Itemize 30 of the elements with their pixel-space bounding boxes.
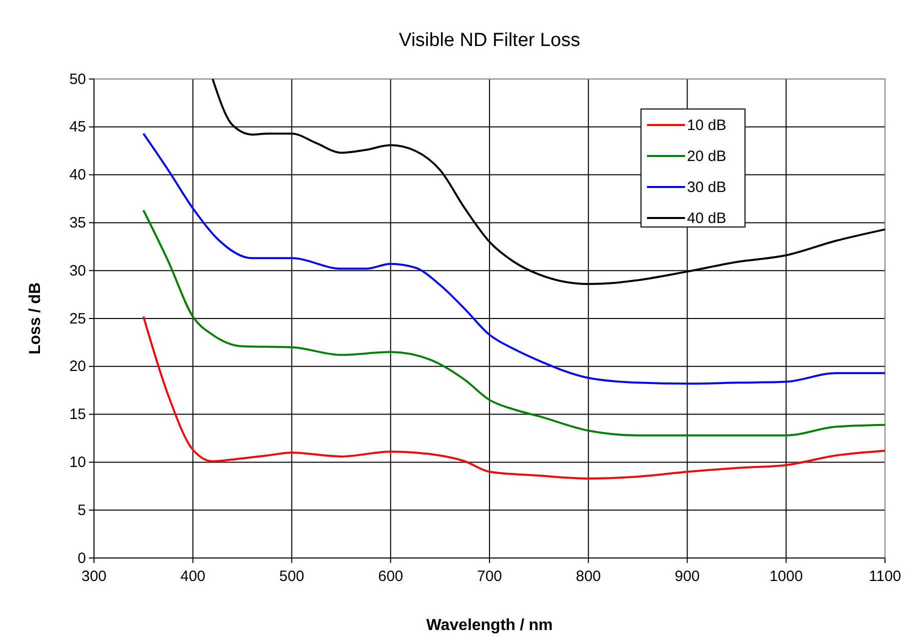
x-tick-label: 1100 <box>868 568 902 585</box>
line-series <box>142 132 886 385</box>
y-tick-label: 20 <box>69 358 86 376</box>
y-tick-label: 50 <box>69 70 86 88</box>
x-tick-label: 700 <box>476 568 502 585</box>
x-tick-label: 600 <box>378 568 404 585</box>
y-tick-label: 5 <box>78 502 86 519</box>
y-tick-label: 25 <box>69 310 86 328</box>
y-tick-label: 40 <box>69 166 86 184</box>
x-axis-title: Wavelength / nm <box>426 617 553 634</box>
legend-label: 40 dB <box>687 210 726 227</box>
y-axis-title: Loss / dB <box>27 282 44 355</box>
y-tick-label: 30 <box>69 262 86 280</box>
y-tick-label: 35 <box>69 214 86 232</box>
y-tick-label: 0 <box>78 550 86 567</box>
x-tick-label: 1000 <box>769 568 803 585</box>
legend-label: 30 dB <box>687 179 726 196</box>
y-tick-label: 10 <box>69 454 86 471</box>
x-tick-label: 900 <box>674 568 700 585</box>
chart-title: Visible ND Filter Loss <box>398 30 580 51</box>
y-tick-label: 45 <box>69 118 86 136</box>
x-tick-label: 400 <box>180 568 206 585</box>
x-tick-label: 300 <box>81 568 107 585</box>
legend-label: 20 dB <box>687 148 726 165</box>
x-tick-label: 500 <box>279 568 304 585</box>
line-series <box>142 209 886 436</box>
legend-label: 10 dB <box>687 117 726 134</box>
x-tick-label: 800 <box>576 568 601 585</box>
y-tick-label: 15 <box>69 406 86 424</box>
line-series <box>142 316 886 480</box>
